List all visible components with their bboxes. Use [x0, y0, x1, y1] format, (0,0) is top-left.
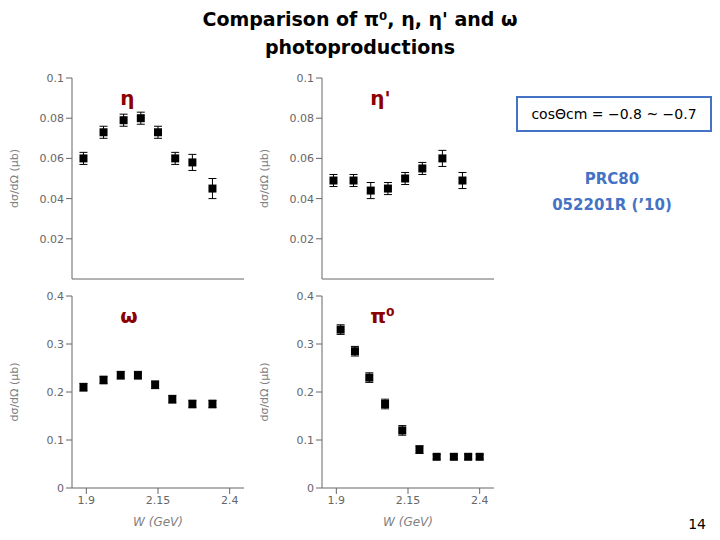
svg-text:0.4: 0.4 — [297, 290, 315, 303]
svg-text:dσ/dΩ (μb): dσ/dΩ (μb) — [258, 362, 271, 421]
html-text:π⁰: π⁰ — [370, 304, 395, 328]
svg-text:0.06: 0.06 — [290, 152, 315, 165]
svg-text:0.02: 0.02 — [40, 233, 65, 246]
html-text:photoproductions: photoproductions — [264, 36, 456, 58]
html-text:14: 14 — [688, 516, 706, 532]
svg-text:2.4: 2.4 — [221, 494, 239, 507]
svg-text:0.08: 0.08 — [40, 112, 65, 125]
svg-text:2.15: 2.15 — [396, 494, 421, 507]
html-text:Comparison of π⁰, η, η' and ω: Comparison of π⁰, η, η' and ω — [202, 8, 518, 30]
svg-text:0.1: 0.1 — [297, 434, 315, 447]
svg-text:0.1: 0.1 — [47, 434, 65, 447]
svg-text:0.4: 0.4 — [47, 290, 65, 303]
svg-text:0.08: 0.08 — [290, 112, 315, 125]
html-text:η': η' — [370, 86, 391, 110]
svg-text:0.3: 0.3 — [297, 338, 315, 351]
html-text:cosΘcm = −0.8 ~ −0.7: cosΘcm = −0.8 ~ −0.7 — [531, 106, 697, 122]
html-text:052201R (’10): 052201R (’10) — [552, 196, 672, 214]
svg-text:0: 0 — [307, 482, 314, 495]
svg-text:1.9: 1.9 — [78, 494, 96, 507]
svg-text:0.3: 0.3 — [47, 338, 65, 351]
svg-text:0.1: 0.1 — [47, 72, 65, 85]
svg-text:2.4: 2.4 — [471, 494, 489, 507]
html-text:ω: ω — [120, 304, 138, 328]
svg-text:0.04: 0.04 — [40, 193, 65, 206]
html-text:PRC80: PRC80 — [584, 170, 640, 188]
svg-text:dσ/dΩ (μb): dσ/dΩ (μb) — [8, 149, 21, 208]
html-text:η: η — [120, 86, 135, 110]
svg-text:0.2: 0.2 — [47, 386, 65, 399]
svg-text:0.1: 0.1 — [297, 72, 315, 85]
svg-text:0.04: 0.04 — [290, 193, 315, 206]
svg-text:dσ/dΩ (μb): dσ/dΩ (μb) — [258, 149, 271, 208]
svg-text:dσ/dΩ (μb): dσ/dΩ (μb) — [8, 362, 21, 421]
svg-text:0.02: 0.02 — [290, 233, 315, 246]
svg-text:W (GeV): W (GeV) — [133, 515, 183, 529]
svg-text:1.9: 1.9 — [328, 494, 346, 507]
svg-text:0.06: 0.06 — [40, 152, 65, 165]
svg-text:2.15: 2.15 — [146, 494, 171, 507]
svg-text:0.2: 0.2 — [297, 386, 315, 399]
svg-text:W (GeV): W (GeV) — [383, 515, 433, 529]
svg-text:0: 0 — [57, 482, 64, 495]
